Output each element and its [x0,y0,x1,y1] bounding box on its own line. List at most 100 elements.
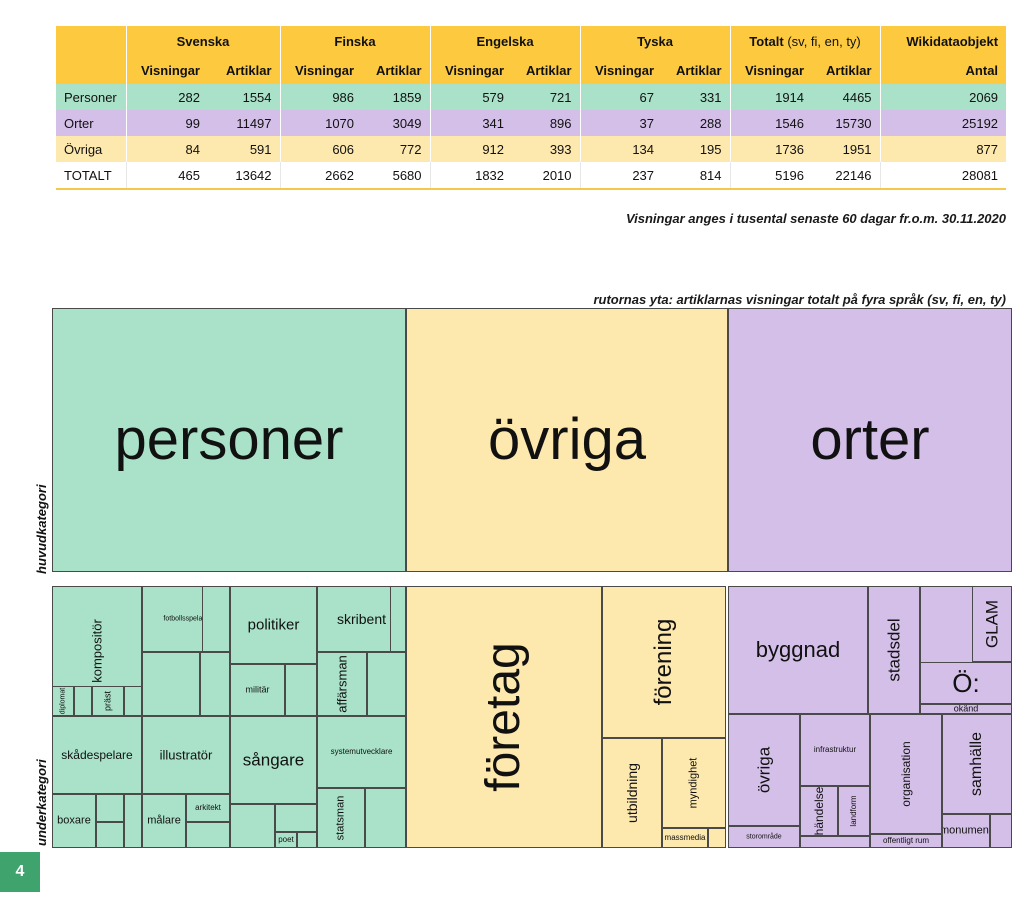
tile-landform: landform [838,786,870,836]
tile-illustrator: illustratör [142,716,230,794]
tile [186,822,230,848]
language-header-row: Svenska Finska Engelska Tyska Totalt (sv… [56,26,1007,56]
tile-politiker: politiker [230,586,317,664]
tile-label: militär [245,684,270,695]
tile-label: utbildning [624,763,640,823]
subheader-artiklar: Artiklar [362,56,431,84]
tile [124,686,142,716]
tile-infrastruktur: infrastruktur [800,714,870,786]
tile-massmedia: massmedia [662,828,708,848]
tile-skadespelare: skådespelare [52,716,142,794]
table-cell: 896 [512,110,581,136]
table-cell: 579 [429,84,513,110]
tile [96,794,124,822]
page-number: 4 [0,852,40,892]
header-totalt-label: Totalt [749,33,784,49]
tile-o: Ö: [920,662,1012,704]
tile-poet: poet [275,832,297,848]
tile-label: politiker [247,616,300,634]
table-cell: 986 [279,84,363,110]
tile-prast: präst [92,686,124,716]
tile-organisation: organisation [870,714,942,834]
tile-okand: okänd [920,704,1012,714]
table-cell: 1070 [279,110,363,136]
tile-boxare: boxare [52,794,96,848]
table-cell: 37 [579,110,663,136]
table-cell: 13642 [208,162,281,190]
tile-militar: militär [230,664,285,716]
tile [800,836,870,848]
table-cell: 11497 [208,110,281,136]
tile-offentligt-rum: offentligt rum [870,834,942,848]
tile-label: massmedia [664,833,706,842]
row-label: Personer [56,84,126,110]
table-cell: 1914 [729,84,813,110]
subheader-visningar: Visningar [729,56,813,84]
tile-label: illustratör [159,747,213,763]
table-cell: 331 [662,84,731,110]
tile-label: kompositör [89,619,105,683]
table-cell: 1554 [208,84,281,110]
tile-label: händelse [812,786,826,836]
table-cell: 606 [279,136,363,162]
tile [124,794,142,848]
table-cell: 772 [362,136,431,162]
tile-ovriga: övriga [728,714,800,826]
table-note: Visningar anges i tusental senaste 60 da… [625,211,1006,226]
header-wikidata: Wikidataobjekt [879,26,1007,56]
header-engelska: Engelska [429,26,581,56]
tile-label: myndighet [687,757,700,809]
statistics-table: Svenska Finska Engelska Tyska Totalt (sv… [56,26,1007,190]
tile-malare: målare [142,794,186,848]
table-cell: 1859 [362,84,431,110]
tile [96,822,124,848]
table-cell: 282 [125,84,208,110]
table-cell: 4465 [812,84,881,110]
tile-label: organisation [899,741,913,807]
table-cell: 22146 [812,162,881,190]
table-cell: 2010 [512,162,581,190]
tile [275,804,317,832]
tile-label: personer [114,407,344,472]
table-cell: 721 [512,84,581,110]
tile-myndighet: myndighet [662,738,726,828]
tile-label: arkitekt [195,803,221,812]
subheader-visningar: Visningar [125,56,208,84]
table-cell: 393 [512,136,581,162]
table-cell: 15730 [812,110,881,136]
tile-label: diplomat [59,687,67,715]
header-tyska: Tyska [579,26,731,56]
subheader-artiklar: Artiklar [812,56,881,84]
tile-label: målare [147,814,181,827]
table-cell: 25192 [879,110,1007,136]
tile-statsman: statsman [317,788,365,848]
tile-storomrade: storområde [728,826,800,848]
table-cell: 465 [125,162,208,190]
tile [297,832,317,848]
subheader-artiklar: Artiklar [662,56,731,84]
table-cell: 877 [879,136,1007,162]
tile-label: GLAM [982,599,1002,649]
tile-affarsman: affärsman [317,652,367,716]
table-cell: 3049 [362,110,431,136]
tile-label: orter [810,407,930,472]
main-tile-personer: personer [52,308,406,572]
tile-label: sångare [242,750,305,770]
tile [202,586,230,652]
tile-label: samhälle [968,731,985,797]
subheader-visningar: Visningar [429,56,513,84]
tile-label: offentligt rum [882,836,930,845]
tile-sangare: sångare [230,716,317,804]
table-cell: 99 [125,110,208,136]
tile-label: okänd [953,704,979,714]
table-row-orter: Orter 99 11497 1070 3049 341 896 37 288 … [56,110,1007,136]
tile-handelse: händelse [800,786,838,836]
table-cell: 1951 [812,136,881,162]
tile-glam: GLAM [972,586,1012,662]
header-svenska: Svenska [125,26,281,56]
tile [390,586,406,652]
tile [142,652,200,716]
tile-label: övriga [754,746,774,794]
row-label: TOTALT [56,162,126,190]
tile-label: boxare [57,814,91,827]
